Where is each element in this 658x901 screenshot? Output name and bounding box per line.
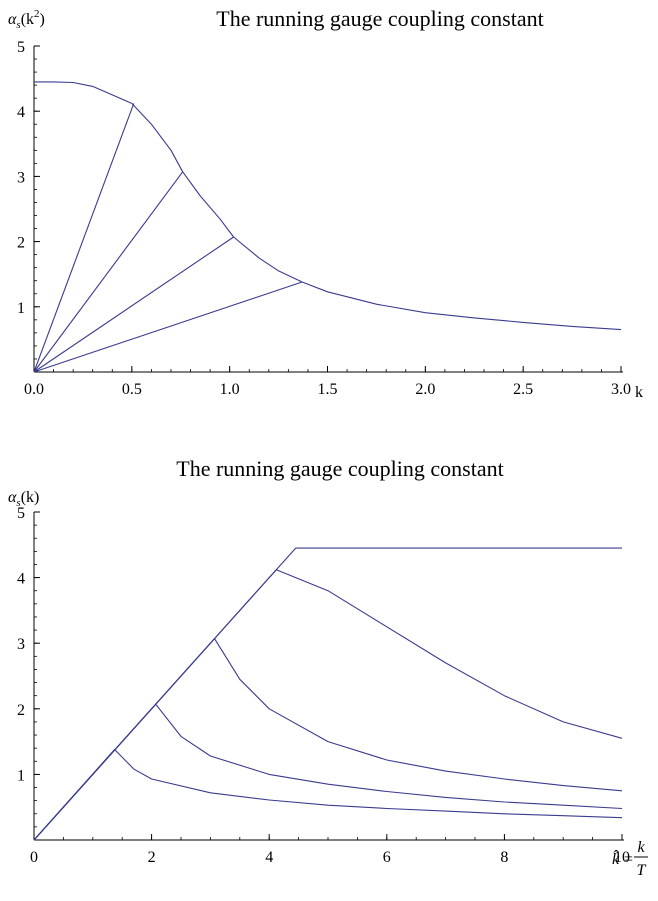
svg-text:k̂: k̂ bbox=[612, 849, 620, 868]
svg-text:k: k bbox=[637, 839, 645, 856]
chart-bottom-series-line-3 bbox=[33, 638, 623, 841]
chart-top-y-tick-label: 4 bbox=[17, 104, 25, 121]
chart-bottom-x-tick-label: 2 bbox=[148, 849, 156, 866]
chart-top-title: The running gauge coupling constant bbox=[216, 6, 543, 31]
chart-top-y-axis-label: αs(k2) bbox=[8, 8, 45, 31]
chart-bottom-series-line-1 bbox=[33, 547, 622, 841]
chart-bottom-series-line-2 bbox=[33, 569, 623, 841]
svg-text:=: = bbox=[624, 851, 633, 868]
chart-bottom-y-tick-label: 4 bbox=[17, 571, 25, 588]
chart-bottom-x-tick-label: 0 bbox=[30, 849, 38, 866]
chart-top-x-tick-label: 2.0 bbox=[415, 381, 435, 398]
chart-top-series-line-3 bbox=[33, 171, 184, 373]
chart-top-x-tick-label: 0.5 bbox=[122, 381, 142, 398]
chart-bottom-y-tick-label: 2 bbox=[17, 702, 25, 719]
chart-bottom-y-tick-label: 5 bbox=[17, 505, 25, 522]
chart-top-axes: 0.0 0.5 1.0 1.5 2.0 2.5 3.0 1 2 3 4 5 bbox=[17, 39, 631, 398]
chart-top-y-tick-label: 5 bbox=[17, 39, 25, 56]
chart-bottom-y-tick-label: 1 bbox=[17, 767, 25, 784]
chart-top-lines bbox=[33, 81, 622, 373]
chart-top-series-line-2 bbox=[33, 103, 135, 373]
chart-top-x-tick-label: 1.5 bbox=[318, 381, 338, 398]
chart-top-series-line-4 bbox=[33, 236, 234, 373]
chart-bottom-y-tick-label: 3 bbox=[17, 636, 25, 653]
chart-bottom-series-line-5 bbox=[33, 748, 623, 841]
chart-bottom-x-tick-label: 6 bbox=[383, 849, 391, 866]
chart-top-series-line-5 bbox=[33, 281, 303, 373]
chart-bottom-title: The running gauge coupling constant bbox=[176, 456, 503, 481]
chart-top-x-tick-label: 1.0 bbox=[220, 381, 240, 398]
chart-top-x-tick-label: 3.0 bbox=[611, 381, 631, 398]
chart-top-x-tick-label: 2.5 bbox=[513, 381, 533, 398]
chart-top-y-tick-label: 3 bbox=[17, 169, 25, 186]
chart-bottom-x-tick-label: 10 bbox=[614, 849, 630, 866]
chart-bottom-y-axis-label: αs(k) bbox=[8, 489, 39, 509]
chart-bottom-lines bbox=[33, 547, 623, 841]
chart-top-x-tick-label: 0.0 bbox=[24, 381, 44, 398]
chart-bottom: The running gauge coupling constant αs(k… bbox=[8, 456, 648, 879]
chart-bottom-x-tick-label: 4 bbox=[265, 849, 273, 866]
chart-bottom-x-tick-label: 8 bbox=[500, 849, 508, 866]
chart-top-y-tick-label: 2 bbox=[17, 235, 25, 252]
chart-top: The running gauge coupling constant αs(k… bbox=[8, 6, 643, 401]
svg-text:T: T bbox=[637, 862, 647, 879]
chart-bottom-series-line-4 bbox=[33, 703, 623, 841]
chart-top-y-tick-label: 1 bbox=[17, 300, 25, 317]
chart-top-x-axis-label: k bbox=[635, 384, 643, 401]
chart-top-series-line-1 bbox=[34, 81, 622, 331]
chart-bottom-x-axis-label: k̂ = k T bbox=[612, 839, 648, 879]
